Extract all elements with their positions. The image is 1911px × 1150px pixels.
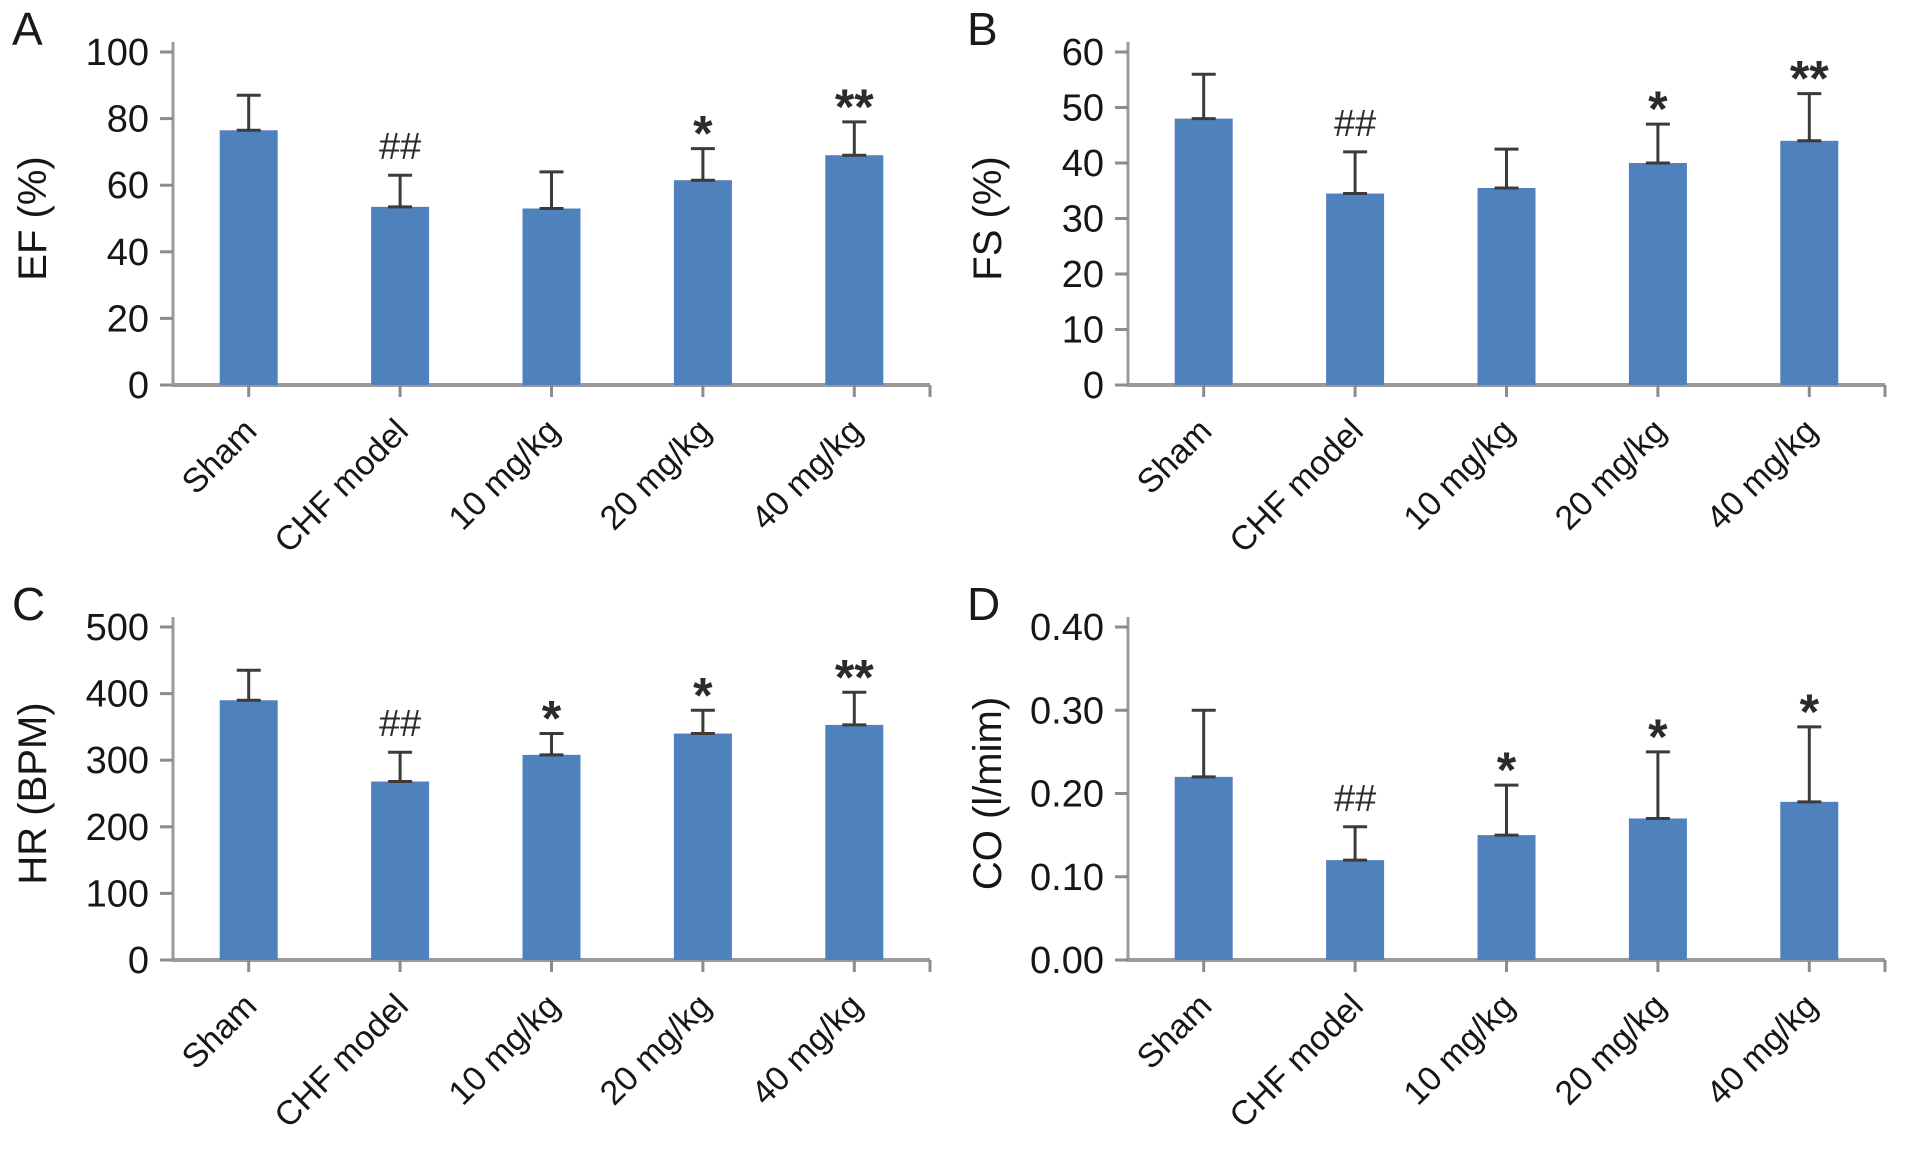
chart-c: 0 100 200 300 400 500 HR (BPM) Sham ## CHF model *… [11, 607, 932, 1135]
panel-c: C 0 100 200 300 400 500 HR (BPM) Sham ## CHF mode… [0, 575, 955, 1150]
y-tick-label: 300 [86, 740, 149, 782]
y-axis-title: CO (l/mim) [966, 697, 1010, 890]
bar-sham [219, 130, 278, 385]
significance-annotation: * [1648, 81, 1668, 137]
significance-annotation: * [1648, 709, 1668, 765]
x-category-label: 20 mg/kg [593, 987, 719, 1113]
chart-b: 0 10 20 30 40 50 60 FS (%) Sham ## CHF model 10 mg/… [966, 32, 1887, 560]
y-axis-title: HR (BPM) [11, 702, 55, 884]
bar-sham [1174, 776, 1233, 960]
x-category-label: CHF model [1222, 412, 1370, 560]
y-tick-label: 30 [1062, 199, 1104, 241]
y-tick-label: 100 [86, 873, 149, 915]
panel-a-letter: A [12, 3, 43, 55]
x-category-label: 40 mg/kg [744, 987, 870, 1113]
y-tick-label: 50 [1062, 88, 1104, 130]
x-category-label: 20 mg/kg [1548, 987, 1674, 1113]
x-category-label: 40 mg/kg [1699, 987, 1825, 1113]
panel-c-letter: C [12, 578, 46, 630]
bar-10-mg-kg [522, 754, 581, 960]
bar-chf-model [371, 781, 430, 960]
y-axis-title: EF (%) [11, 156, 55, 280]
bar-40-mg-kg [1780, 140, 1839, 385]
chart-a: 0 20 40 60 80 100 EF (%) Sham ## CHF model 10 mg/k… [11, 32, 932, 560]
panel-b: B 0 10 20 30 40 50 60 FS (%) Sham ## CHF model 10 m… [955, 0, 1911, 575]
significance-annotation: ## [379, 126, 421, 168]
bar-10-mg-kg [1477, 835, 1536, 960]
significance-annotation: ## [1334, 778, 1376, 820]
panel-d: D 0.00 0.10 0.20 0.30 0.40 CO (l/mim) Sham ## CH… [955, 575, 1911, 1150]
panel-b-letter: B [967, 3, 998, 55]
significance-annotation: ** [1790, 51, 1829, 107]
significance-annotation: ** [835, 79, 874, 135]
y-tick-label: 0 [1083, 365, 1104, 407]
x-category-label: 20 mg/kg [593, 412, 719, 538]
bar-chf-model [371, 206, 430, 385]
bar-40-mg-kg [825, 724, 884, 960]
y-tick-label: 80 [107, 99, 149, 141]
x-category-label: 10 mg/kg [441, 412, 567, 538]
x-category-label: 20 mg/kg [1548, 412, 1674, 538]
y-tick-label: 20 [1062, 254, 1104, 296]
bar-sham [219, 700, 278, 960]
y-tick-label: 500 [86, 607, 149, 649]
significance-annotation: * [693, 667, 713, 723]
panel-a: A 0 20 40 60 80 100 EF (%) Sham ## CHF model 10 mg… [0, 0, 955, 575]
bar-chf-model [1326, 193, 1385, 385]
bar-sham [1174, 118, 1233, 385]
x-category-label: Sham [175, 987, 265, 1077]
bar-20-mg-kg [1628, 818, 1687, 960]
x-category-label: Sham [1130, 412, 1220, 502]
y-tick-label: 0.00 [1030, 940, 1104, 982]
significance-annotation: ## [1334, 103, 1376, 145]
bar-40-mg-kg [1780, 801, 1839, 960]
y-tick-label: 400 [86, 674, 149, 716]
y-tick-label: 40 [107, 232, 149, 274]
x-category-label: CHF model [267, 987, 415, 1135]
y-tick-label: 10 [1062, 310, 1104, 352]
y-tick-label: 0.40 [1030, 607, 1104, 649]
x-category-label: 10 mg/kg [1396, 987, 1522, 1113]
panel-d-letter: D [967, 578, 1001, 630]
x-category-label: 40 mg/kg [744, 412, 870, 538]
y-tick-label: 60 [1062, 32, 1104, 74]
bar-10-mg-kg [1477, 187, 1536, 385]
x-category-label: 40 mg/kg [1699, 412, 1825, 538]
significance-annotation: * [542, 691, 562, 747]
bar-10-mg-kg [522, 208, 581, 385]
y-tick-label: 0 [128, 365, 149, 407]
y-tick-label: 60 [107, 165, 149, 207]
y-tick-label: 0.30 [1030, 690, 1104, 732]
y-tick-label: 20 [107, 298, 149, 340]
x-category-label: 10 mg/kg [1396, 412, 1522, 538]
chart-d: 0.00 0.10 0.20 0.30 0.40 CO (l/mim) Sham ## CHF … [966, 607, 1887, 1135]
bar-20-mg-kg [673, 733, 732, 960]
y-tick-label: 100 [86, 32, 149, 74]
significance-annotation: * [693, 106, 713, 162]
significance-annotation: * [1800, 684, 1820, 740]
bar-40-mg-kg [825, 155, 884, 385]
x-category-label: Sham [1130, 987, 1220, 1077]
significance-annotation: * [1497, 742, 1517, 798]
y-tick-label: 200 [86, 807, 149, 849]
x-category-label: CHF model [267, 412, 415, 560]
y-tick-label: 0 [128, 940, 149, 982]
y-tick-label: 40 [1062, 143, 1104, 185]
significance-annotation: ## [379, 703, 421, 745]
y-tick-label: 0.20 [1030, 774, 1104, 816]
significance-annotation: ** [835, 649, 874, 705]
y-tick-label: 0.10 [1030, 857, 1104, 899]
bar-20-mg-kg [1628, 163, 1687, 385]
bar-20-mg-kg [673, 180, 732, 385]
x-category-label: CHF model [1222, 987, 1370, 1135]
y-axis-title: FS (%) [966, 156, 1010, 280]
x-category-label: 10 mg/kg [441, 987, 567, 1113]
x-category-label: Sham [175, 412, 265, 502]
bar-chf-model [1326, 860, 1385, 960]
